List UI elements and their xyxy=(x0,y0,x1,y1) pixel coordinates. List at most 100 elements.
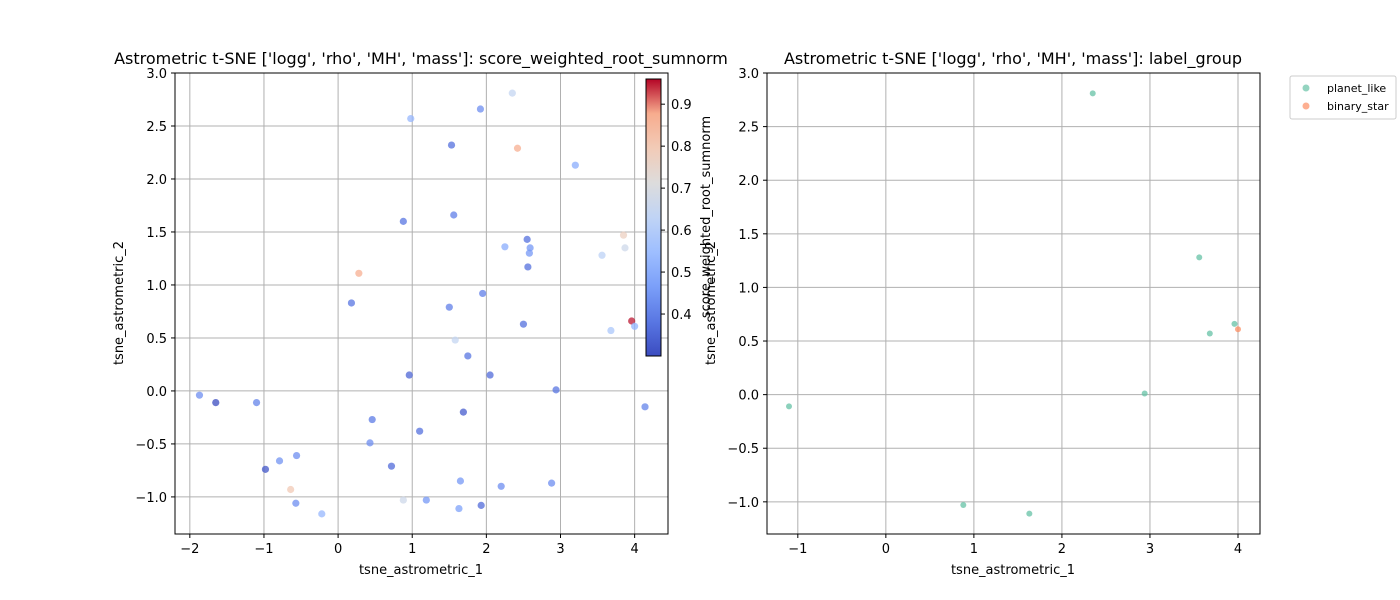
data-point xyxy=(477,501,485,509)
data-point xyxy=(631,322,639,330)
data-point xyxy=(405,371,413,379)
data-point xyxy=(497,482,505,490)
x-tick-label: −2 xyxy=(180,542,199,557)
label-chart-ticks: −1 0 1 2 3 4 −1.0 −0.5 0.0 0.5 1.0 1.5 2.0 2.5 3.0 xyxy=(727,67,1242,557)
data-point xyxy=(960,502,967,509)
colorbar-tick-label: 0.5 xyxy=(671,266,692,281)
data-point xyxy=(451,336,459,344)
data-point xyxy=(456,477,465,485)
colorbar-tick-label: 0.8 xyxy=(671,140,692,155)
x-tick-label: 0 xyxy=(882,542,890,557)
score-chart-title: Astrometric t-SNE ['logg', 'rho', 'MH', … xyxy=(114,49,728,69)
data-point xyxy=(598,251,606,259)
y-tick-label: −1.0 xyxy=(135,491,167,506)
data-point xyxy=(621,244,629,252)
data-point xyxy=(641,403,649,411)
y-tick-label: 2.5 xyxy=(146,120,167,135)
data-point xyxy=(416,427,424,435)
x-tick-label: 3 xyxy=(1146,542,1154,557)
colorbar-ticks: 0.4 0.5 0.6 0.7 0.8 0.9 xyxy=(661,98,692,323)
data-point xyxy=(476,105,485,113)
data-point xyxy=(464,352,472,360)
data-point xyxy=(366,439,374,447)
data-point xyxy=(195,391,204,399)
data-point xyxy=(252,398,261,407)
data-point xyxy=(524,263,532,271)
colorbar-tick-label: 0.7 xyxy=(671,182,692,197)
data-point xyxy=(399,217,407,225)
legend-marker-binary-star xyxy=(1302,102,1310,110)
data-point xyxy=(526,244,534,252)
x-tick-label: 4 xyxy=(1234,542,1242,557)
data-point xyxy=(318,510,326,518)
label-group-scatter-chart: Astrometric t-SNE ['logg', 'rho', 'MH', … xyxy=(704,49,1397,578)
y-tick-label: −0.5 xyxy=(135,438,167,453)
score-colorbar: 0.4 0.5 0.6 0.7 0.8 0.9 score_weighted_root_s… xyxy=(645,78,714,357)
data-point xyxy=(1141,390,1148,397)
data-point xyxy=(422,496,430,504)
score-chart-ticks: −2 −1 0 1 2 3 4 −1.0 −0.5 0.0 0.5 1.0 1.5 2.0 2.5 3.0 xyxy=(135,67,638,557)
data-point xyxy=(1089,90,1096,97)
data-point xyxy=(523,235,531,243)
score-chart-x-axis-label: tsne_astrometric_1 xyxy=(359,563,483,578)
y-tick-label: −1.0 xyxy=(727,496,759,511)
label-chart-title: Astrometric t-SNE ['logg', 'rho', 'MH', … xyxy=(784,49,1242,69)
label-chart-y-axis-label: tsne_astrometric_2 xyxy=(704,241,719,365)
data-point xyxy=(355,269,363,277)
data-point xyxy=(459,408,467,416)
data-point xyxy=(447,141,456,149)
x-tick-label: 2 xyxy=(482,542,490,557)
data-point xyxy=(387,462,396,470)
label-chart-legend: planet_like binary_star xyxy=(1289,75,1397,120)
data-point xyxy=(399,496,407,504)
colorbar-tick-label: 0.9 xyxy=(671,98,692,113)
x-tick-label: 1 xyxy=(970,542,978,557)
y-tick-label: 0.5 xyxy=(738,335,759,350)
y-tick-label: 1.0 xyxy=(738,281,759,296)
x-tick-label: 2 xyxy=(1058,542,1066,557)
data-point xyxy=(407,114,415,123)
data-point xyxy=(501,243,509,251)
data-point xyxy=(292,451,301,460)
label-chart-plot-frame xyxy=(766,72,1261,535)
data-point xyxy=(275,457,284,465)
x-tick-label: −1 xyxy=(788,542,807,557)
x-tick-label: 0 xyxy=(334,542,342,557)
score-scatter-chart: Astrometric t-SNE ['logg', 'rho', 'MH', … xyxy=(112,49,728,578)
colorbar-label: score_weighted_root_sumnorm xyxy=(699,116,714,318)
y-tick-label: 0.0 xyxy=(738,389,759,404)
data-point xyxy=(261,465,270,473)
data-point xyxy=(445,303,453,311)
data-point xyxy=(486,371,494,379)
data-point xyxy=(1206,330,1213,337)
data-point xyxy=(479,289,487,298)
data-point xyxy=(455,504,463,513)
label-chart-grid xyxy=(767,72,1260,534)
y-tick-label: 0.5 xyxy=(146,332,167,347)
data-point xyxy=(292,499,300,507)
score-chart-grid xyxy=(175,72,668,534)
data-point xyxy=(347,299,356,307)
data-point xyxy=(1026,510,1033,517)
colorbar-gradient xyxy=(645,78,662,357)
x-tick-label: −1 xyxy=(254,542,273,557)
data-point xyxy=(525,249,533,257)
data-point xyxy=(628,317,636,325)
data-point xyxy=(450,211,458,219)
data-point xyxy=(786,403,793,410)
x-tick-label: 1 xyxy=(408,542,416,557)
data-point xyxy=(571,161,579,169)
data-point xyxy=(212,398,220,407)
data-point xyxy=(607,326,615,335)
y-tick-label: 0.0 xyxy=(146,385,167,400)
y-tick-label: 1.5 xyxy=(738,228,759,243)
data-point xyxy=(548,479,556,487)
data-point xyxy=(619,231,628,239)
data-point xyxy=(368,415,376,424)
y-tick-label: 2.0 xyxy=(146,173,167,188)
x-tick-label: 3 xyxy=(556,542,564,557)
y-tick-label: 3.0 xyxy=(146,67,167,82)
y-tick-label: 2.0 xyxy=(738,174,759,189)
score-chart-y-axis-label: tsne_astrometric_2 xyxy=(112,241,127,365)
